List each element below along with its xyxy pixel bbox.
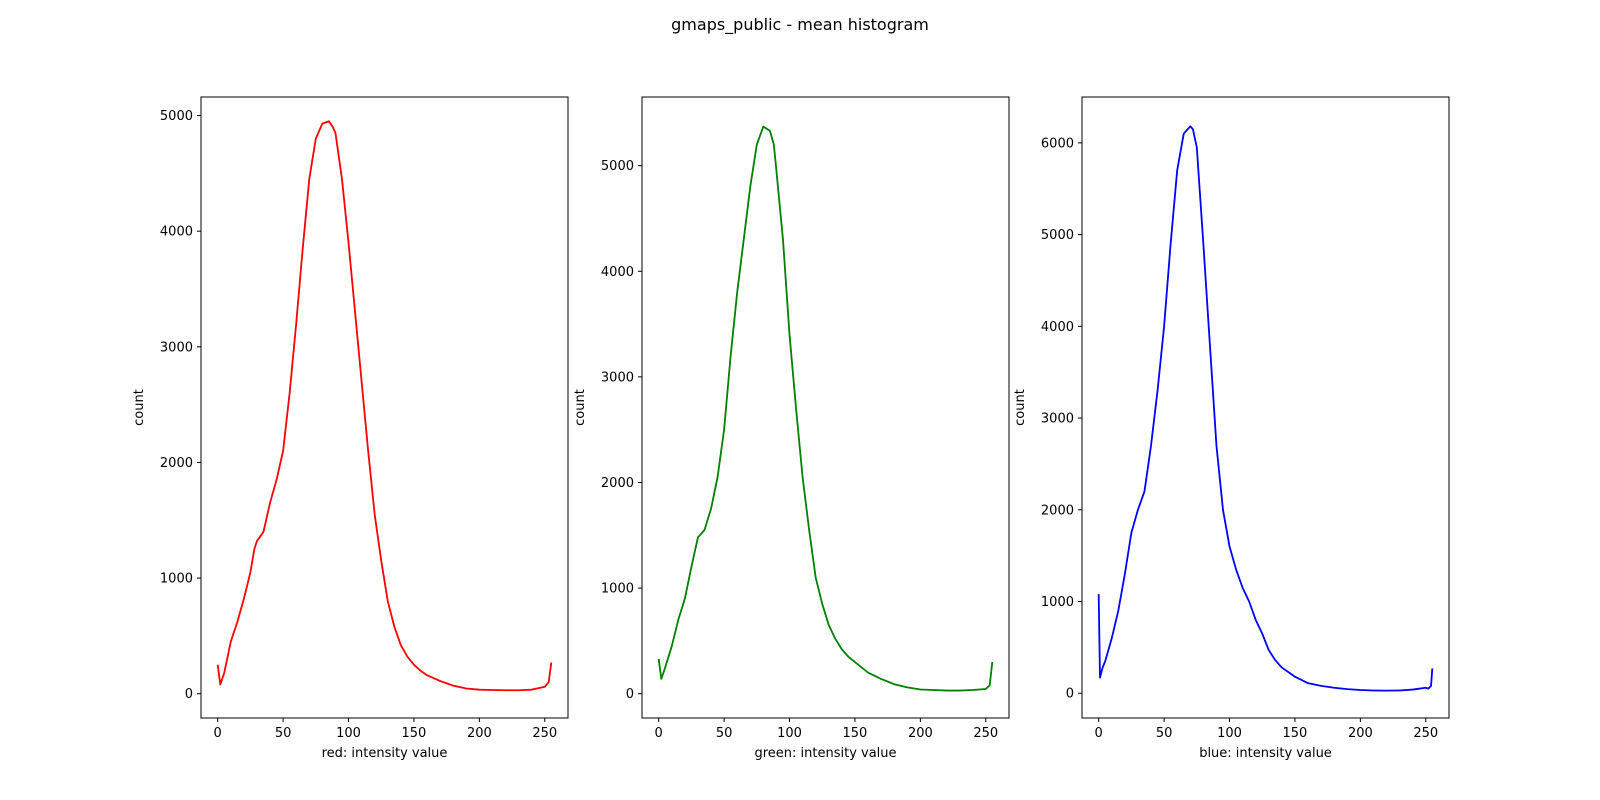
red-x-tick-label: 100 <box>336 726 361 741</box>
green-y-tick-label: 3000 <box>601 370 634 385</box>
green-histogram-panel: 0 50 100 150 200 250 0 1000 2000 3000 4000 5000 gree… <box>573 96 1010 761</box>
blue-x-tick-label: 250 <box>1413 726 1438 741</box>
green-y-tick-label: 5000 <box>601 159 634 174</box>
blue-series-line <box>1097 125 1434 692</box>
blue-y-tick-label: 3000 <box>1041 412 1074 427</box>
green-y-tick-label: 2000 <box>601 476 634 491</box>
blue-y-tick-label: 1000 <box>1041 595 1074 610</box>
green-x-tick-label: 150 <box>843 726 868 741</box>
blue-x-tick-label: 0 <box>1095 726 1103 741</box>
red-x-tick-label: 200 <box>467 726 492 741</box>
green-x-tick-label: 100 <box>777 726 802 741</box>
green-y-axis-label: count <box>573 389 588 426</box>
blue-y-tick-label: 5000 <box>1041 228 1074 243</box>
green-x-tick-label: 0 <box>655 726 663 741</box>
figure-title: gmaps_public - mean histogram <box>671 15 929 35</box>
chart-panels: 0 50 100 150 200 250010002000300040005000red:… <box>132 96 1450 761</box>
red-histogram-panel: 0 50 100 150 200 250 0 1000 2000 3000 4000 5000 red:… <box>132 96 569 761</box>
red-x-tick-label: 50 <box>275 726 292 741</box>
red-y-tick-label: 2000 <box>160 456 193 471</box>
green-y-tick-label: 1000 <box>601 582 634 597</box>
green-x-tick-label: 200 <box>908 726 933 741</box>
red-y-tick-label: 0 <box>185 687 193 702</box>
blue-x-tick-label: 200 <box>1348 726 1373 741</box>
blue-x-tick-label: 100 <box>1217 726 1242 741</box>
red-y-tick-label: 4000 <box>160 225 193 240</box>
green-axes-frame <box>641 96 1010 719</box>
green-y-tick-label: 4000 <box>601 265 634 280</box>
blue-x-tick-label: 150 <box>1283 726 1308 741</box>
blue-y-tick-label: 4000 <box>1041 320 1074 335</box>
blue-y-tick-label: 2000 <box>1041 503 1074 518</box>
green-x-tick-label: 50 <box>716 726 733 741</box>
red-y-tick-label: 1000 <box>160 572 193 587</box>
green-x-axis-label: green: intensity value <box>754 746 896 761</box>
blue-y-tick-label: 6000 <box>1041 136 1074 151</box>
red-x-tick-label: 250 <box>532 726 557 741</box>
green-x-tick-label: 250 <box>973 726 998 741</box>
blue-histogram-panel: 0 50 100 150 200 250 0 1000 2000 3000 4000 5000 6000… <box>1013 96 1450 761</box>
red-axes-frame <box>200 96 569 719</box>
green-series-line <box>657 125 994 692</box>
red-x-axis-label: red: intensity value <box>322 746 448 761</box>
red-x-tick-label: 0 <box>214 726 222 741</box>
red-series-line <box>216 120 553 692</box>
blue-y-axis-label: count <box>1013 389 1028 426</box>
blue-x-tick-label: 50 <box>1156 726 1173 741</box>
blue-x-axis-label: blue: intensity value <box>1199 746 1332 761</box>
blue-axes-frame <box>1081 96 1450 719</box>
blue-y-tick-label: 0 <box>1066 687 1074 702</box>
red-y-axis-label: count <box>132 389 147 426</box>
red-x-tick-label: 150 <box>402 726 427 741</box>
red-y-tick-label: 5000 <box>160 109 193 124</box>
green-y-tick-label: 0 <box>626 687 634 702</box>
red-y-tick-label: 3000 <box>160 340 193 355</box>
